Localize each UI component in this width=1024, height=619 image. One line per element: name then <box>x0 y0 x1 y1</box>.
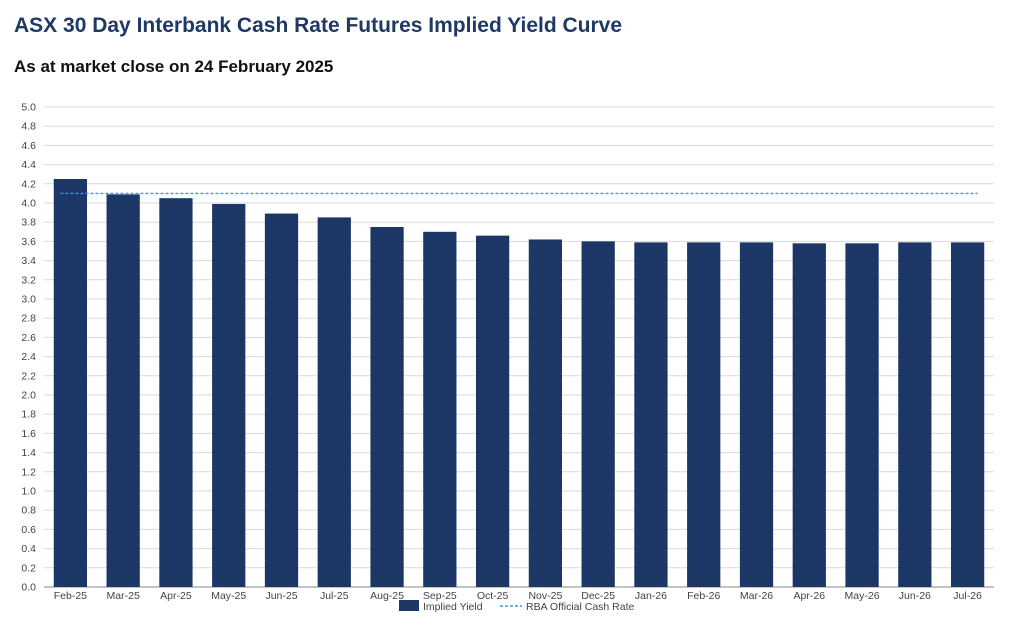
y-tick-label: 0.8 <box>21 505 36 517</box>
y-tick-label: 0.2 <box>21 562 36 574</box>
y-tick-label: 2.2 <box>21 370 36 382</box>
x-tick-label: Jun-25 <box>265 590 297 602</box>
bar <box>264 213 299 587</box>
y-tick-label: 0.0 <box>21 582 36 594</box>
x-tick-label: Aug-25 <box>370 590 404 602</box>
y-tick-label: 4.6 <box>21 140 36 152</box>
legend-swatch-implied-yield <box>399 600 419 611</box>
y-tick-label: 3.6 <box>21 236 36 248</box>
y-tick-label: 1.8 <box>21 409 36 421</box>
x-tick-label: Jan-26 <box>635 590 667 602</box>
x-tick-label: May-25 <box>211 590 246 602</box>
bar <box>370 227 404 587</box>
legend: Implied Yield RBA Official Cash Rate <box>399 600 635 613</box>
bar <box>687 242 721 588</box>
x-axis-ticks: Feb-25 Mar-25 Apr-25 May-25 Jun-25 Jul-25 Aug-… <box>54 590 982 602</box>
bar <box>475 235 510 587</box>
bar <box>792 243 826 587</box>
x-tick-label: May-26 <box>845 590 880 602</box>
y-tick-label: 0.6 <box>21 524 36 536</box>
bar <box>317 217 351 587</box>
chart-title: ASX 30 Day Interbank Cash Rate Futures I… <box>14 14 623 37</box>
x-tick-label: Oct-25 <box>477 590 509 602</box>
bar <box>53 179 88 587</box>
bar <box>528 239 563 588</box>
x-tick-label: Apr-26 <box>794 590 826 602</box>
bar <box>898 242 932 588</box>
legend-label-implied-yield: Implied Yield <box>423 601 483 613</box>
y-tick-label: 1.0 <box>21 486 36 498</box>
x-tick-label: Jul-26 <box>953 590 982 602</box>
y-tick-label: 3.0 <box>21 294 36 306</box>
bar <box>739 242 774 588</box>
chart-subtitle: As at market close on 24 February 2025 <box>14 57 334 76</box>
y-tick-label: 2.8 <box>21 313 36 325</box>
y-tick-label: 2.4 <box>21 351 36 363</box>
grid-lines <box>44 106 994 588</box>
x-tick-label: Sep-25 <box>423 590 457 602</box>
x-tick-label: Feb-26 <box>687 590 720 602</box>
y-tick-label: 1.2 <box>21 466 36 478</box>
x-tick-label: Jun-26 <box>899 590 931 602</box>
y-tick-label: 2.6 <box>21 332 36 344</box>
bar <box>212 203 246 587</box>
x-tick-label: Feb-25 <box>54 590 87 602</box>
y-tick-label: 5.0 <box>21 102 36 114</box>
bar <box>581 241 615 587</box>
bar <box>423 231 457 588</box>
y-tick-label: 3.4 <box>21 255 36 267</box>
bar <box>159 198 193 587</box>
x-tick-label: Dec-25 <box>581 590 615 602</box>
bar <box>634 242 668 588</box>
y-tick-label: 1.4 <box>21 447 36 459</box>
y-tick-label: 4.4 <box>21 159 36 171</box>
y-tick-label: 1.6 <box>21 428 36 440</box>
y-tick-label: 3.8 <box>21 217 36 229</box>
y-axis-ticks: 0.0 0.2 0.4 0.6 0.8 1.0 1.2 1.4 1.6 1.8 2.0 2.2 2.4 2… <box>21 102 36 594</box>
y-tick-label: 4.2 <box>21 178 36 190</box>
legend-label-rba-cash-rate: RBA Official Cash Rate <box>526 601 635 613</box>
bar <box>950 242 985 588</box>
bar <box>106 194 140 588</box>
x-tick-label: Nov-25 <box>528 590 562 602</box>
x-tick-label: Mar-26 <box>740 590 773 602</box>
bar <box>845 243 879 587</box>
y-tick-label: 3.2 <box>21 274 36 286</box>
y-tick-label: 4.8 <box>21 121 36 133</box>
x-tick-label: Mar-25 <box>107 590 140 602</box>
x-tick-label: Apr-25 <box>160 590 192 602</box>
x-tick-label: Jul-25 <box>320 590 349 602</box>
y-tick-label: 4.0 <box>21 198 36 210</box>
y-tick-label: 0.4 <box>21 543 36 555</box>
bar-series-implied-yield <box>53 179 985 588</box>
y-tick-label: 2.0 <box>21 390 36 402</box>
